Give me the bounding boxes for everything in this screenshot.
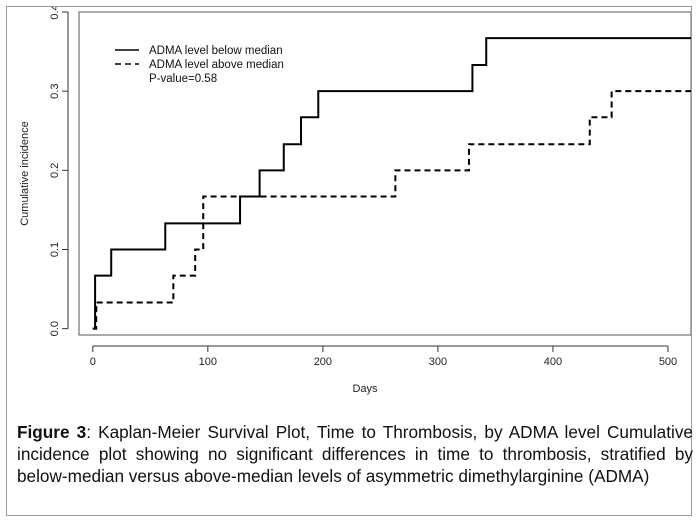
x-axis-label: Days [352,383,378,395]
y-axis: 0.0 0.1 0.2 0.3 0.4 [49,7,69,336]
figure-caption: Figure 3: Kaplan-Meier Survival Plot, Ti… [17,421,693,487]
legend-label: ADMA level above median [149,59,284,71]
caption-title: : Kaplan-Meier Survival Plot, Time to Th… [86,422,600,442]
caption-body: Cumulative incidence plot showing no sig… [17,422,693,486]
x-tick-label: 500 [659,356,677,368]
y-axis-label: Cumulative incidence [19,121,31,226]
x-tick-label: 300 [429,356,447,368]
x-tick-label: 200 [314,356,332,368]
kaplan-meier-chart: 0 100 200 300 400 500 0.0 0.1 0.2 0.3 0.4 ADMA le… [19,7,691,395]
figure-frame: 0 100 200 300 400 500 0.0 0.1 0.2 0.3 0.4 ADMA le… [6,6,693,516]
legend-label: ADMA level below median [149,45,283,57]
x-tick-label: 100 [199,356,217,368]
series-above-median-line [92,90,691,330]
x-tick-label: 400 [544,356,562,368]
y-tick-label: 0.3 [49,84,61,99]
x-tick-label: 0 [90,356,96,368]
series-below-median-line [92,37,691,330]
p-value-annotation: P-value=0.58 [149,73,217,85]
caption-label: Figure 3 [17,422,87,442]
series-layer [92,37,691,330]
y-tick-label: 0.2 [49,163,61,178]
y-tick-label: 0.0 [49,321,61,336]
y-tick-label: 0.4 [49,7,61,20]
x-axis: 0 100 200 300 400 500 [90,345,677,368]
legend: ADMA level below median ADMA level above … [115,45,284,85]
plot-area-border [78,11,691,336]
y-tick-label: 0.1 [49,242,61,257]
